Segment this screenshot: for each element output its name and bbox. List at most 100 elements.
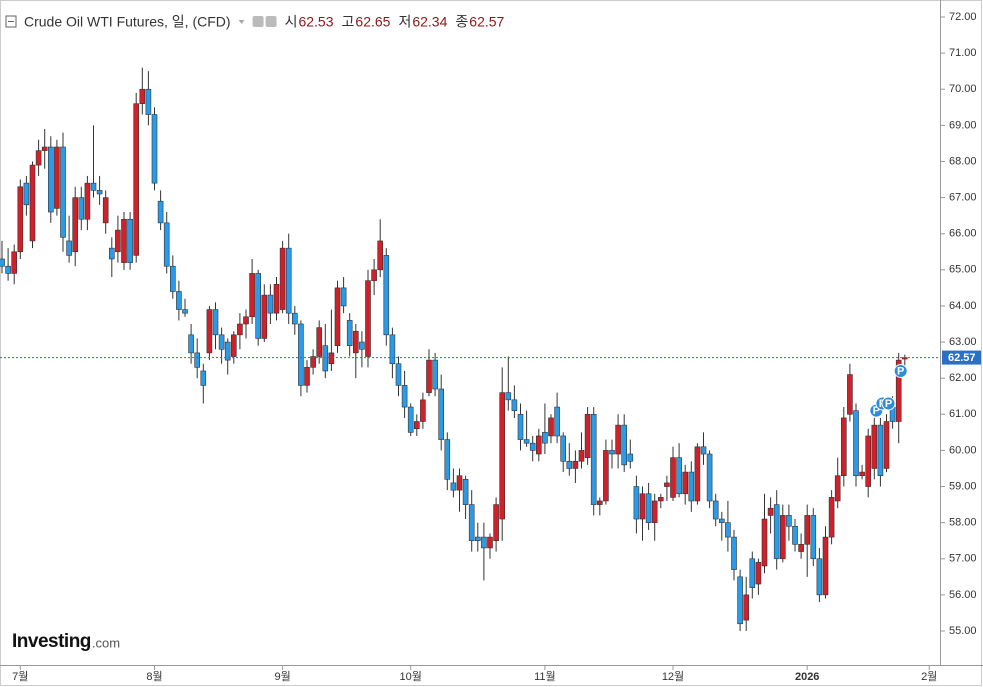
logo: Investing	[12, 631, 91, 652]
candle-body	[328, 352, 335, 365]
y-tick-label: 65.00	[949, 264, 977, 276]
candle-body	[255, 273, 261, 339]
y-tick-label: 71.00	[949, 47, 977, 59]
candle-body	[11, 251, 17, 274]
candle-body	[407, 406, 414, 433]
candle-body	[35, 150, 42, 166]
candle-body	[670, 457, 676, 498]
quote-label: 고	[342, 14, 355, 30]
quote-label: 시	[285, 14, 298, 30]
candle-body	[688, 471, 695, 502]
candle-body	[109, 247, 115, 260]
candle-body	[84, 182, 91, 220]
candle-body	[432, 359, 438, 390]
candle-body	[883, 421, 890, 469]
candle-body	[261, 294, 268, 339]
candle-body	[731, 536, 737, 570]
event-label: P	[897, 365, 904, 377]
x-tick-label: 12월	[662, 670, 684, 683]
candle-body	[41, 146, 48, 151]
candle-body	[523, 439, 530, 444]
candle-body	[96, 190, 103, 195]
candle-body	[633, 486, 640, 520]
candle-body	[853, 410, 859, 476]
candle-body	[60, 146, 66, 238]
candle-body	[139, 88, 146, 104]
quote-label: 종	[455, 14, 468, 30]
candle-body	[224, 341, 231, 361]
candle-body	[505, 392, 512, 401]
candle-body	[365, 280, 371, 357]
candle-body	[133, 103, 139, 256]
candle-body	[499, 392, 506, 520]
candle-body	[725, 522, 731, 538]
candle-body	[218, 334, 225, 350]
candle-body	[200, 370, 207, 386]
y-tick-label: 63.00	[949, 336, 977, 348]
candle-body	[548, 417, 554, 437]
candle-body	[170, 265, 176, 292]
candle-body	[755, 562, 762, 585]
candle-body	[450, 482, 457, 491]
candle-body	[737, 576, 743, 625]
quote-value: 62.65	[355, 14, 390, 30]
candle-body	[206, 309, 213, 354]
candle-body	[572, 460, 579, 469]
collapse-icon[interactable]	[5, 15, 17, 28]
y-tick-label: 56.00	[949, 589, 977, 601]
candle-body	[566, 460, 573, 469]
candle-body	[17, 186, 24, 253]
candle-body	[462, 479, 469, 505]
candle-body	[456, 475, 463, 491]
candle-body	[694, 446, 701, 502]
candle-body	[157, 200, 164, 224]
quote-value: 62.34	[412, 14, 447, 30]
candle-body	[529, 442, 536, 451]
candle-body	[859, 471, 865, 476]
candle-body	[279, 247, 286, 310]
candle-body	[438, 388, 445, 440]
candle-body	[718, 518, 725, 523]
y-tick-label: 67.00	[949, 191, 977, 203]
x-tick-label: 10월	[400, 670, 422, 683]
candle-body	[481, 536, 487, 549]
candle-body	[596, 500, 603, 505]
candle-body	[651, 500, 658, 523]
candle-body	[706, 453, 713, 502]
candle-body	[115, 229, 121, 253]
candle-body	[249, 273, 255, 318]
candle-body	[298, 323, 304, 386]
candle-body	[334, 287, 341, 346]
x-tick-label: 11월	[534, 670, 556, 683]
candle-body	[773, 504, 780, 560]
y-tick-label: 61.00	[949, 408, 977, 420]
candle-body	[517, 413, 524, 440]
candle-body	[621, 424, 628, 466]
candle-body	[554, 406, 560, 437]
candle-body	[834, 475, 841, 502]
candle-body	[676, 457, 682, 495]
candle-body	[578, 450, 585, 462]
candle-body	[877, 424, 884, 476]
candle-body	[127, 218, 133, 263]
y-tick-label: 62.00	[949, 372, 977, 384]
candle-body	[615, 424, 621, 455]
candle-body	[377, 240, 384, 271]
candle-body	[865, 435, 872, 487]
candle-body	[810, 515, 817, 560]
candle-body	[304, 367, 310, 386]
y-tick-label: 66.00	[949, 228, 977, 240]
candle-body	[767, 507, 774, 516]
y-tick-label: 69.00	[949, 119, 977, 131]
candle-body	[603, 450, 609, 502]
candle-body	[231, 334, 237, 357]
candle-body	[0, 258, 5, 267]
candle-body	[828, 497, 835, 538]
candle-body	[54, 146, 60, 209]
candle-body	[151, 114, 158, 184]
y-tick-label: 57.00	[949, 553, 977, 565]
candle-body	[487, 536, 493, 549]
last-price-label: 62.57	[948, 352, 976, 364]
candle-body	[322, 345, 329, 372]
